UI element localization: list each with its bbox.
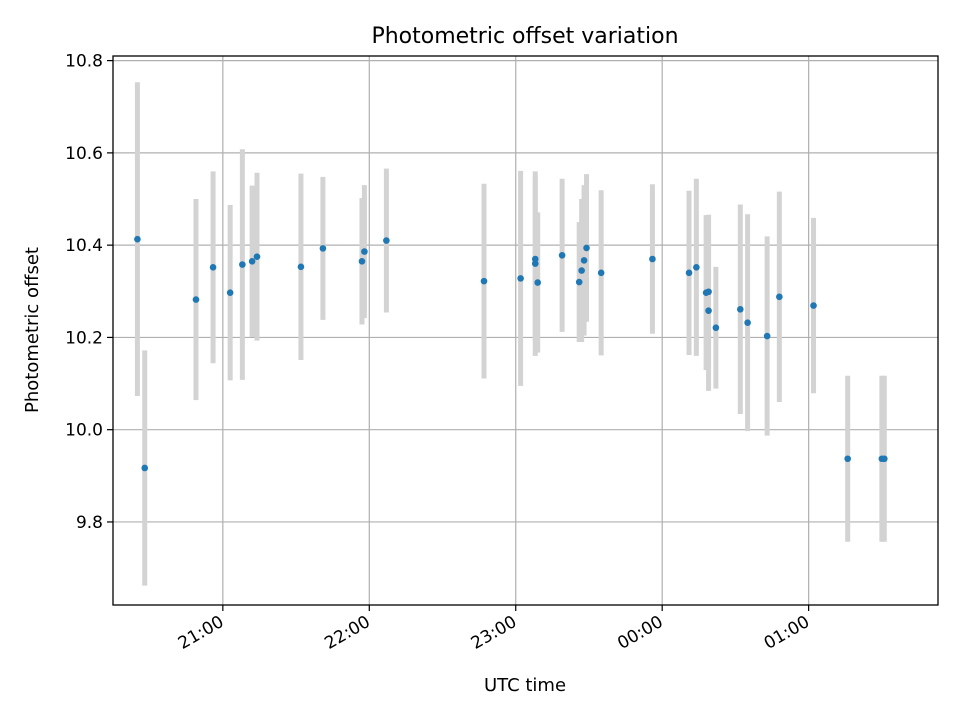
data-point [558,252,566,259]
chart-title: Photometric offset variation [371,24,678,49]
data-point [736,305,744,313]
data-point [705,307,712,314]
data-point [248,257,256,265]
y-tick-label: 10.6 [65,144,103,164]
data-point [844,455,851,463]
data-point [763,332,771,340]
data-point [810,302,817,309]
data-point [712,324,720,332]
y-tick-label: 10.4 [65,236,103,256]
data-point [776,293,783,301]
y-tick-label: 10.2 [65,328,103,348]
data-point [575,278,583,286]
data-point [597,269,605,277]
data-point [480,277,488,285]
data-point [531,255,539,263]
data-point [383,237,390,244]
y-tick-label: 10.8 [65,52,103,72]
data-point [239,261,246,268]
data-point [583,244,590,252]
data-point [693,263,700,271]
data-point [361,248,368,255]
data-point [744,319,751,326]
data-point [192,296,200,303]
data-point [685,269,693,277]
data-point [649,255,656,263]
data-point [705,288,712,296]
data-point [580,257,588,264]
data-point [578,267,585,274]
data-point [134,235,141,243]
plot-frame [112,55,939,606]
data-point [226,289,234,296]
data-point [209,263,217,271]
data-point [358,257,366,265]
data-point [141,464,149,472]
y-axis-ticks: 9.8 10.0 10.2 10.4 10.6 10.8 [65,52,113,533]
data-point [319,245,327,252]
data-point [297,263,305,271]
y-axis-label: Photometric offset [22,247,43,413]
data-points [134,235,888,472]
data-point [881,455,888,463]
data-point [253,253,261,260]
data-point [517,275,524,282]
x-axis-label: UTC time [484,675,566,696]
data-point [534,279,542,286]
y-tick-label: 9.8 [76,513,103,533]
y-tick-label: 10.0 [65,421,103,441]
data-point [531,260,539,267]
